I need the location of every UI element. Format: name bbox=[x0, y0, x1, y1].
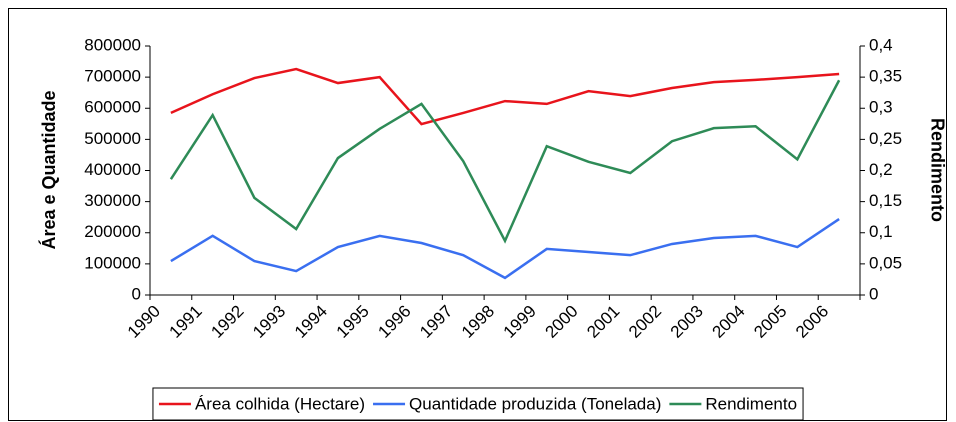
y-axis-label: Área e Quantidade bbox=[38, 90, 59, 249]
legend-label: Área colhida (Hectare) bbox=[195, 394, 365, 413]
y-tick-label: 700000 bbox=[84, 67, 141, 86]
legend-item: Quantidade produzida (Tonelada) bbox=[373, 394, 661, 413]
y2-tick-label: 0,35 bbox=[869, 67, 902, 86]
chart-frame bbox=[8, 8, 947, 421]
legend-label: Quantidade produzida (Tonelada) bbox=[409, 394, 661, 413]
y2-tick-label: 0,1 bbox=[869, 222, 893, 241]
y2-tick-label: 0,25 bbox=[869, 129, 902, 148]
y-tick-label: 400000 bbox=[84, 160, 141, 179]
y2-axis-label: Rendimento bbox=[927, 118, 947, 222]
y-tick-label: 800000 bbox=[84, 35, 141, 54]
y2-tick-label: 0,05 bbox=[869, 253, 902, 272]
y2-tick-label: 0,2 bbox=[869, 160, 893, 179]
y-tick-label: 100000 bbox=[84, 253, 141, 272]
y-tick-label: 200000 bbox=[84, 222, 141, 241]
y2-tick-label: 0,15 bbox=[869, 191, 902, 210]
y-tick-label: 300000 bbox=[84, 191, 141, 210]
legend-item: Área colhida (Hectare) bbox=[158, 394, 365, 413]
y2-tick-label: 0,4 bbox=[869, 35, 893, 54]
y2-tick-label: 0 bbox=[869, 284, 878, 303]
y-tick-label: 0 bbox=[132, 284, 141, 303]
series-line bbox=[170, 218, 840, 280]
y2-tick-label: 0,3 bbox=[869, 98, 893, 117]
legend: Área colhida (Hectare) Quantidade produzi… bbox=[152, 387, 804, 421]
legend-item: Rendimento bbox=[669, 394, 797, 413]
series-line bbox=[170, 67, 840, 126]
series-line bbox=[169, 79, 841, 244]
legend-label: Rendimento bbox=[705, 394, 797, 413]
y-tick-label: 500000 bbox=[84, 129, 141, 148]
y-tick-label: 600000 bbox=[84, 98, 141, 117]
